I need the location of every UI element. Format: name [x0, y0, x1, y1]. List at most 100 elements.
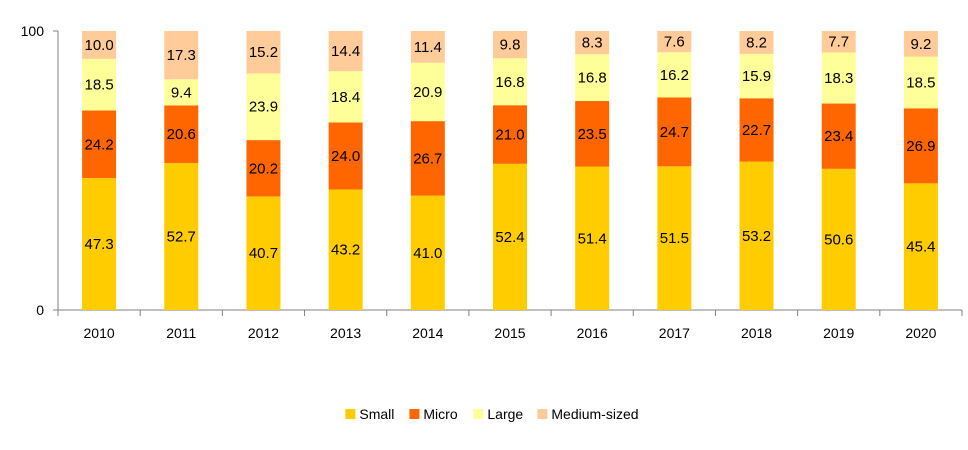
bar-stack: 47.3 24.2 18.5 10.0 [82, 31, 117, 310]
data-label: 24.2 [84, 136, 113, 153]
data-label: 40.7 [249, 245, 278, 262]
data-label: 18.5 [906, 74, 935, 91]
bar-segment-small [328, 189, 363, 310]
bar-segment-medium-sized [82, 31, 117, 59]
data-label: 7.6 [664, 34, 685, 51]
bars: 47.3 24.2 18.5 10.0 52.7 20.6 9.4 17.3 40.7 20.2 2… [82, 31, 938, 310]
x-tick-label: 2015 [494, 325, 525, 341]
data-label: 53.2 [742, 228, 771, 245]
bar-segment-micro [328, 122, 363, 190]
bar-segment-large [246, 73, 281, 141]
x-tick-label: 2016 [577, 325, 608, 341]
bar-segment-large [164, 79, 199, 106]
legend-swatch [537, 409, 548, 419]
x-tick-label: 2017 [659, 325, 690, 341]
x-tick-label: 2014 [412, 325, 443, 341]
bar-segment-large [657, 52, 692, 98]
bar-stack: 43.2 24.0 18.4 14.4 [328, 31, 363, 310]
data-label: 16.8 [578, 70, 607, 87]
bar-segment-small [903, 183, 938, 310]
bar-segment-small [493, 163, 527, 310]
bar-segment-large [410, 62, 445, 122]
data-label: 20.9 [413, 84, 442, 101]
data-label: 15.2 [249, 44, 278, 61]
bar-segment-micro [410, 121, 445, 196]
bar-segment-micro [575, 101, 610, 167]
data-label: 18.4 [331, 89, 360, 106]
bar-segment-medium-sized [575, 31, 610, 55]
data-label: 18.3 [824, 70, 853, 87]
legend-swatch [473, 409, 484, 419]
y-tick-label: 100 [21, 23, 45, 39]
bar-segment-micro [821, 103, 856, 169]
x-tick-label: 2018 [741, 325, 772, 341]
data-label: 51.5 [660, 230, 689, 247]
x-tick-label: 2011 [166, 325, 196, 341]
data-label: 41.0 [413, 245, 442, 262]
data-label: 9.4 [171, 84, 192, 101]
data-label: 10.0 [84, 37, 113, 54]
bar-segment-micro [493, 105, 527, 164]
x-tick-label: 2020 [905, 325, 936, 341]
legend-label: Medium-sized [551, 406, 638, 422]
data-label: 16.2 [660, 67, 689, 84]
bar-segment-medium-sized [821, 31, 856, 53]
data-label: 23.4 [824, 128, 853, 145]
bar-segment-medium-sized [903, 31, 938, 57]
bar-segment-medium-sized [657, 31, 692, 53]
data-label: 18.5 [84, 77, 113, 94]
data-label: 26.7 [413, 150, 442, 167]
bar-segment-small [410, 195, 445, 310]
legend-swatch [409, 409, 420, 419]
data-label: 23.5 [578, 126, 607, 143]
bar-segment-micro [739, 98, 774, 162]
legend-label: Micro [423, 406, 457, 422]
data-label: 9.2 [910, 36, 931, 53]
bar-segment-small [246, 196, 281, 310]
data-label: 8.3 [582, 35, 603, 52]
data-label: 45.4 [906, 239, 935, 256]
bar-segment-medium-sized [493, 31, 527, 59]
bar-segment-medium-sized [739, 31, 774, 54]
data-label: 9.8 [500, 37, 521, 54]
bar-stack: 45.4 26.9 18.5 9.2 [903, 31, 938, 310]
data-label: 20.6 [167, 126, 196, 143]
bar-segment-micro [246, 140, 281, 197]
bar-segment-small [739, 161, 774, 310]
bar-segment-micro [164, 105, 199, 163]
bar-segment-micro [82, 110, 117, 179]
x-tick-label: 2010 [84, 325, 115, 341]
bar-stack: 51.4 23.5 16.8 8.3 [575, 31, 610, 310]
data-label: 17.3 [167, 47, 196, 64]
legend-label: Large [487, 406, 523, 422]
data-label: 24.0 [331, 148, 360, 165]
data-label: 20.2 [249, 160, 278, 177]
data-label: 47.3 [84, 236, 113, 253]
bar-stack: 52.7 20.6 9.4 17.3 [164, 31, 199, 310]
data-label: 21.0 [495, 127, 524, 144]
bar-segment-large [328, 71, 363, 123]
data-label: 23.9 [249, 99, 278, 116]
axes: 0 100 2010 2011 2012 2013 2014 2015 2016 2017 2018… [21, 23, 963, 341]
data-label: 15.9 [742, 68, 771, 85]
bar-stack: 40.7 20.2 23.9 15.2 [246, 31, 281, 310]
legend-label: Small [359, 406, 394, 422]
bar-segment-large [739, 53, 774, 99]
data-label: 51.4 [578, 230, 607, 247]
data-label: 7.7 [828, 34, 849, 51]
bar-segment-medium-sized [164, 31, 199, 80]
legend: Small Micro Large Medium-sized [345, 406, 639, 422]
y-tick-label: 0 [36, 302, 44, 318]
bar-segment-large [82, 58, 117, 111]
bar-segment-large [903, 56, 938, 109]
bar-segment-small [82, 178, 117, 310]
bar-segment-micro [657, 97, 692, 167]
x-tick-label: 2013 [330, 325, 361, 341]
bar-segment-large [493, 58, 527, 106]
bar-segment-small [657, 166, 692, 310]
x-tick-label: 2012 [248, 325, 279, 341]
bar-stack: 52.4 21.0 16.8 9.8 [493, 31, 527, 310]
bar-segment-medium-sized [328, 31, 363, 72]
